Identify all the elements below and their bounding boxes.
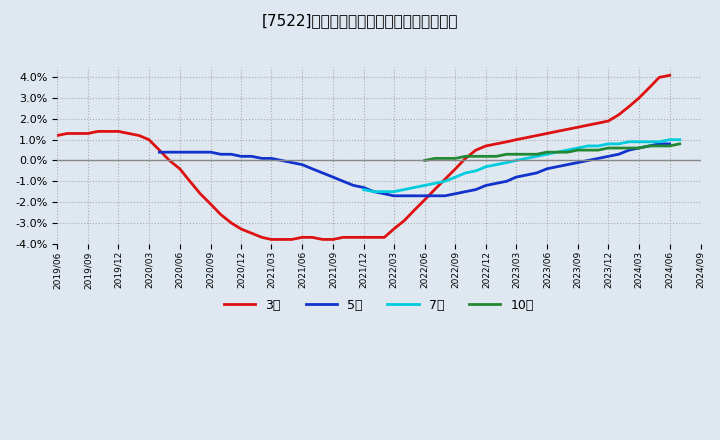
Text: [7522]　経常利益マージンの平均値の推移: [7522] 経常利益マージンの平均値の推移 [262, 13, 458, 28]
Legend: 3年, 5年, 7年, 10年: 3年, 5年, 7年, 10年 [219, 294, 539, 317]
